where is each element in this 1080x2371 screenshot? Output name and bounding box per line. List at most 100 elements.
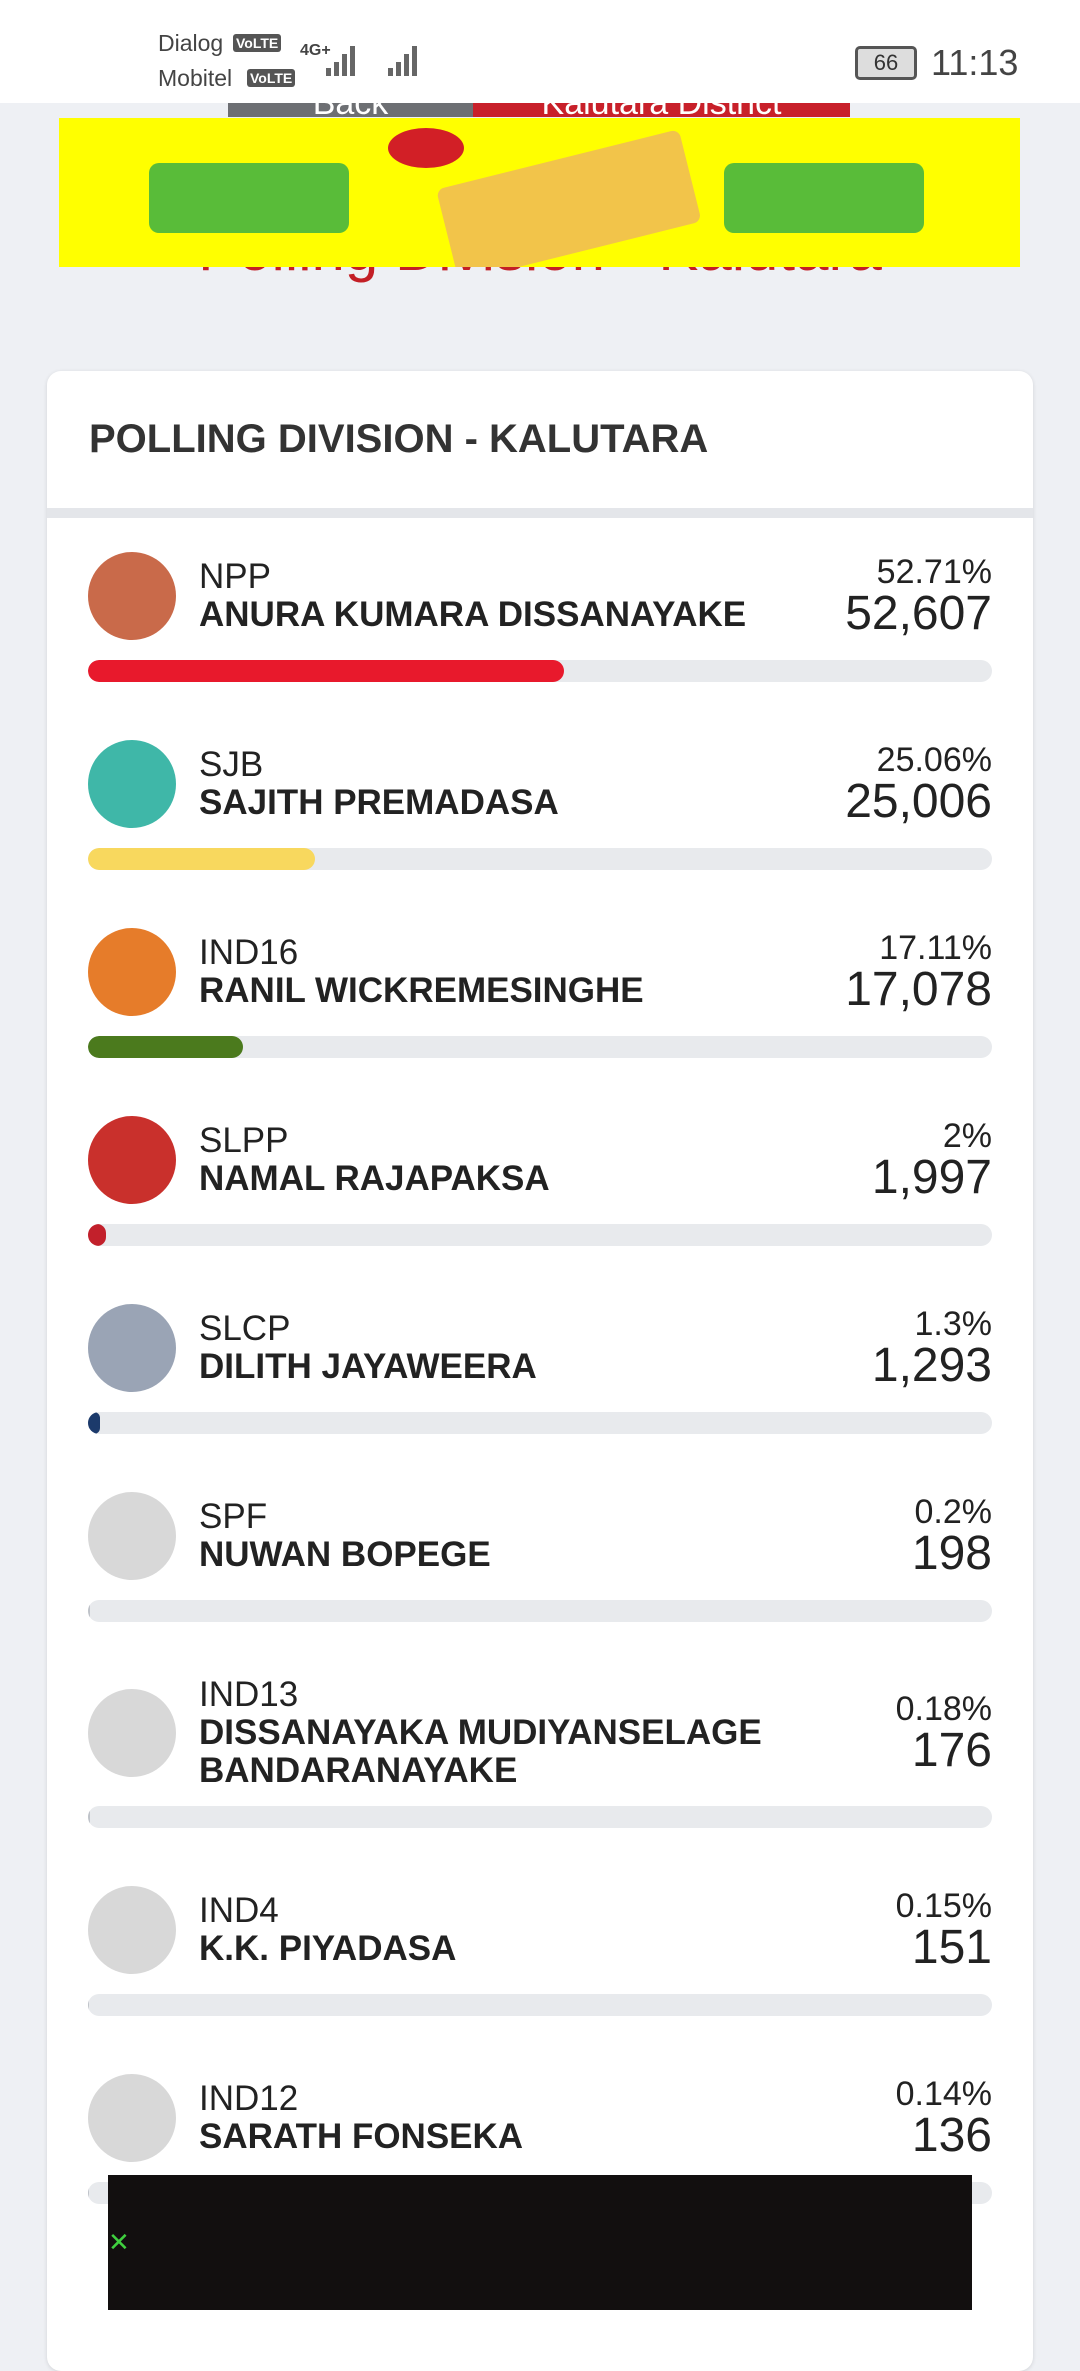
candidate-avatar [88, 1689, 176, 1777]
candidate-name: RANIL WICKREMESINGHE [199, 971, 644, 1010]
progress-fill [88, 1036, 243, 1058]
party-code: IND13 [199, 1675, 299, 1714]
party-code: SJB [199, 745, 264, 784]
vote-count: 1,293 [871, 1339, 992, 1392]
candidate-avatar [88, 740, 176, 828]
candidate-header: SJB SAJITH PREMADASA 25.06% 25,006 [88, 736, 992, 832]
candidate-info: SLPP NAMAL RAJAPAKSA [199, 1122, 852, 1198]
progress-track [88, 660, 992, 682]
candidate-name: NAMAL RAJAPAKSA [199, 1159, 550, 1198]
results-card: POLLING DIVISION - KALUTARA NPP ANURA KUM… [47, 371, 1033, 2371]
candidate-header: NPP ANURA KUMARA DISSANAYAKE 52.71% 52,607 [88, 548, 992, 644]
candidate-name: SAJITH PREMADASA [199, 783, 559, 822]
candidate-avatar [88, 1116, 176, 1204]
volte-badge: VoLTE [247, 69, 296, 87]
vote-percent: 0.2% [914, 1493, 993, 1531]
candidate-info: SLCP DILITH JAYAWEERA [199, 1310, 852, 1386]
candidate-header: SPF NUWAN BOPEGE 0.2% 198 [88, 1488, 992, 1584]
vote-count: 198 [911, 1527, 992, 1580]
vote-count: 176 [911, 1724, 992, 1777]
candidate-row: IND16 RANIL WICKREMESINGHE 17.11% 17,078 [47, 894, 1033, 1082]
carrier: Dialog [158, 30, 224, 56]
progress-track [88, 1600, 992, 1622]
candidate-result: 25.06% 25,006 [825, 742, 992, 826]
vote-count: 1,997 [871, 1151, 992, 1204]
district-tab[interactable]: Kalutara District [473, 103, 850, 117]
candidate-header: IND13 DISSANAYAKA MUDIYANSELAGE BANDARANA… [88, 1676, 992, 1790]
progress-fill [88, 1412, 100, 1434]
candidate-result: 0.15% 151 [876, 1888, 992, 1972]
vote-count: 25,006 [845, 775, 992, 828]
vote-percent: 0.15% [895, 1887, 992, 1925]
candidate-avatar [88, 552, 176, 640]
candidate-info: IND13 DISSANAYAKA MUDIYANSELAGE BANDARANA… [199, 1676, 876, 1790]
candidate-row: SLPP NAMAL RAJAPAKSA 2% 1,997 [47, 1082, 1033, 1270]
vote-count: 17,078 [845, 963, 992, 1016]
candidate-result: 52.71% 52,607 [825, 554, 992, 638]
clock: 11:13 [931, 42, 1019, 83]
candidate-header: SLPP NAMAL RAJAPAKSA 2% 1,997 [88, 1112, 992, 1208]
battery: 66 [855, 46, 917, 80]
candidate-row: SPF NUWAN BOPEGE 0.2% 198 [47, 1458, 1033, 1646]
vote-percent: 52.71% [876, 553, 992, 591]
party-code: SPF [199, 1497, 268, 1536]
progress-fill [88, 1224, 107, 1246]
vote-percent: 0.14% [895, 2075, 992, 2113]
candidate-name: SARATH FONSEKA [199, 2117, 524, 2156]
candidate-result: 1.3% 1,293 [852, 1306, 992, 1390]
progress-fill [88, 1806, 90, 1828]
candidate-info: IND12 SARATH FONSEKA [199, 2080, 876, 2156]
candidate-header: IND16 RANIL WICKREMESINGHE 17.11% 17,078 [88, 924, 992, 1020]
vote-count: 136 [911, 2109, 992, 2162]
back-button[interactable]: Back [228, 103, 473, 117]
party-code: NPP [199, 557, 271, 596]
candidate-header: IND12 SARATH FONSEKA 0.14% 136 [88, 2070, 992, 2166]
candidate-header: IND4 K.K. PIYADASA 0.15% 151 [88, 1882, 992, 1978]
progress-fill [88, 1994, 90, 2016]
candidate-result: 2% 1,997 [852, 1118, 992, 1202]
candidate-row: IND4 K.K. PIYADASA 0.15% 151 [47, 1852, 1033, 2040]
carrier: Mobitel [158, 65, 233, 91]
progress-fill [88, 660, 565, 682]
candidate-name: K.K. PIYADASA [199, 1929, 457, 1968]
ad-banner[interactable] [59, 118, 1020, 281]
candidate-avatar [88, 1886, 176, 1974]
party-code: SLCP [199, 1309, 291, 1348]
progress-track [88, 1994, 992, 2016]
candidate-list: NPP ANURA KUMARA DISSANAYAKE 52.71% 52,607 S… [47, 518, 1033, 2228]
candidate-row: NPP ANURA KUMARA DISSANAYAKE 52.71% 52,607 [47, 518, 1033, 706]
candidate-info: SPF NUWAN BOPEGE [199, 1498, 892, 1574]
video-ad[interactable]: ✕ [108, 2175, 972, 2310]
candidate-name: DISSANAYAKA MUDIYANSELAGE BANDARANAYAKE [199, 1713, 762, 1790]
candidate-avatar [88, 1492, 176, 1580]
network: 4G+ [300, 42, 331, 59]
vote-percent: 0.18% [895, 1690, 992, 1728]
vote-percent: 17.11% [879, 929, 992, 967]
candidate-info: IND4 K.K. PIYADASA [199, 1892, 876, 1968]
candidate-row: SLCP DILITH JAYAWEERA 1.3% 1,293 [47, 1270, 1033, 1458]
progress-track [88, 848, 992, 870]
vote-percent: 2% [942, 1117, 992, 1155]
candidate-avatar [88, 2074, 176, 2162]
candidate-name: DILITH JAYAWEERA [199, 1347, 537, 1386]
progress-track [88, 1806, 992, 1828]
progress-track [88, 1036, 992, 1058]
vote-count: 151 [911, 1921, 992, 1974]
party-code: SLPP [199, 1121, 289, 1160]
progress-track [88, 1224, 992, 1246]
candidate-name: ANURA KUMARA DISSANAYAKE [199, 595, 747, 634]
candidate-row: SJB SAJITH PREMADASA 25.06% 25,006 [47, 706, 1033, 894]
progress-track [88, 1412, 992, 1434]
vote-percent: 25.06% [876, 741, 992, 779]
candidate-info: SJB SAJITH PREMADASA [199, 746, 825, 822]
vote-percent: 1.3% [914, 1305, 993, 1343]
signal-icons [326, 46, 417, 76]
ad-art [149, 128, 924, 281]
progress-fill [88, 2182, 90, 2204]
card-title: POLLING DIVISION - KALUTARA [47, 371, 1033, 518]
nav-tabs: Back Kalutara District [228, 103, 850, 117]
candidate-result: 0.14% 136 [876, 2076, 992, 2160]
close-ad[interactable]: ✕ [108, 2227, 130, 2257]
party-code: IND4 [199, 1891, 279, 1930]
vote-count: 52,607 [845, 587, 992, 640]
